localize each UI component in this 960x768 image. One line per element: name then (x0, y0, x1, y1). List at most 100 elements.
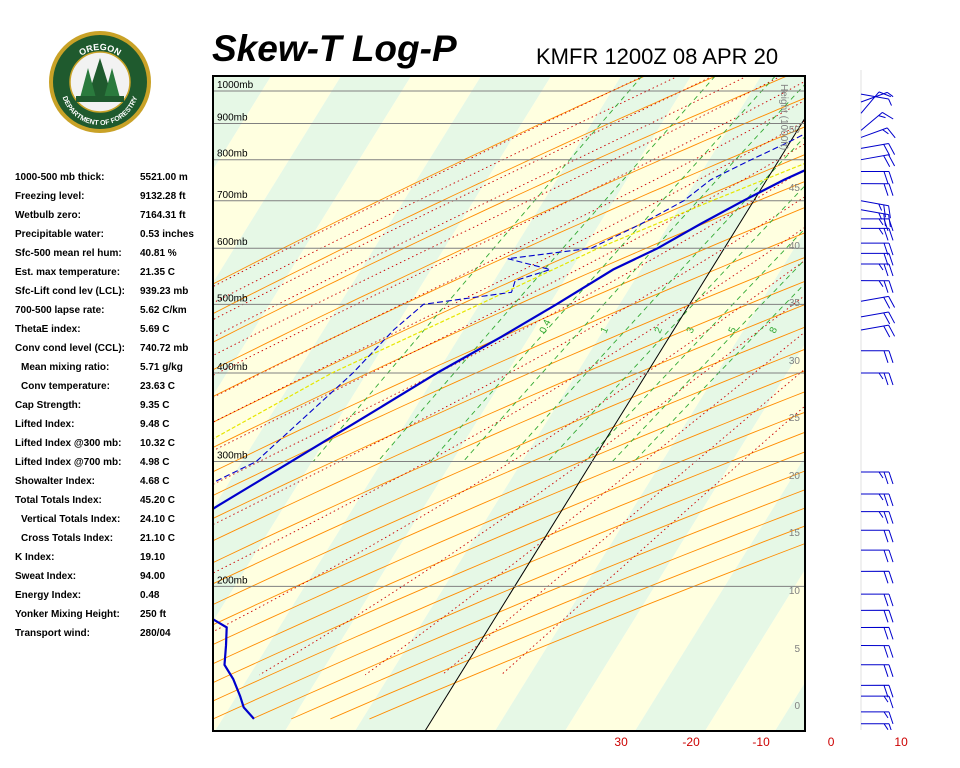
index-row: K Index: 19.10 (15, 548, 215, 567)
wind-barb (860, 695, 894, 709)
index-value: 5521.00 m (140, 172, 188, 183)
temperature-band (213, 76, 622, 731)
index-label: 1000-500 mb thick: (15, 172, 105, 183)
dry-adiabat (213, 126, 805, 398)
index-value: 9132.28 ft (140, 191, 186, 202)
mixing-ratio-label: 1 (599, 325, 612, 335)
dry-adiabat (213, 97, 805, 371)
index-label: Vertical Totals Index: (21, 514, 121, 525)
dry-adiabat (213, 232, 805, 496)
temperature-tick-label: -10 (752, 735, 770, 749)
mixing-ratio-label: 2 (653, 325, 666, 335)
index-row: Vertical Totals Index: 24.10 C (15, 510, 215, 529)
oregon-forestry-logo: OREGON DEPARTMENT OF FORESTRY (49, 31, 151, 133)
dry-adiabat (213, 154, 805, 423)
wind-barb-column (860, 70, 896, 730)
height-tick-label: 30 (789, 356, 801, 367)
pressure-label: 300mb (217, 451, 248, 462)
temperature-band (213, 76, 552, 622)
index-value: 7164.31 ft (140, 210, 186, 221)
dry-adiabat (213, 256, 805, 519)
index-value: 21.10 C (140, 533, 176, 544)
pressure-label: 1000mb (217, 80, 254, 91)
wind-barb (860, 218, 894, 232)
index-row: 700-500 lapse rate: 5.62 C/km (15, 301, 215, 320)
index-row: ThetaE index: 5.69 C (15, 320, 215, 339)
dry-adiabat (213, 76, 788, 343)
dry-adiabat (213, 348, 805, 606)
height-tick-label: 40 (789, 241, 801, 252)
wind-barb (860, 511, 894, 524)
wind-barb (860, 170, 894, 184)
index-label: K Index: (15, 552, 55, 563)
height-tick-label: 25 (789, 413, 801, 424)
dry-adiabat (213, 431, 805, 684)
wind-barb (860, 493, 894, 507)
index-label: Freezing level: (15, 191, 85, 202)
index-row: Est. max temperature: 21.35 C (15, 263, 215, 282)
index-label: Wetbulb zero: (15, 210, 81, 221)
wind-barb (860, 549, 894, 563)
index-value: 23.63 C (140, 381, 176, 392)
temperature-tick-label: 10 (894, 735, 908, 749)
index-label: Sweat Index: (15, 571, 77, 582)
svg-text:OREGON: OREGON (77, 42, 123, 58)
wind-barb (860, 645, 894, 658)
temperature-band (213, 76, 272, 170)
logo-text-top: OREGON (77, 42, 123, 58)
wind-barb (860, 723, 892, 730)
mixing-ratio-line (505, 135, 805, 462)
dry-adiabat (213, 76, 717, 315)
wind-barb (860, 664, 894, 677)
index-value: 19.10 (140, 552, 166, 563)
index-row: Energy Index: 0.48 (15, 586, 215, 605)
index-value: 5.69 C (140, 324, 170, 335)
dry-adiabat (213, 280, 805, 542)
temperature-band (215, 76, 692, 731)
wind-barb (860, 143, 896, 156)
height-tick-label: 5 (794, 644, 800, 655)
wind-barb (860, 529, 894, 543)
index-value: 0.53 inches (140, 229, 194, 240)
wind-barb (860, 570, 894, 584)
temperature-tick-label: -20 (682, 735, 700, 749)
dewpoint-trace (213, 133, 805, 484)
wind-barb (860, 295, 896, 309)
index-value: 280/04 (140, 628, 171, 639)
pressure-label: 400mb (217, 362, 248, 373)
index-row: Lifted Index @300 mb: 10.32 C (15, 434, 215, 453)
wind-barb (860, 324, 896, 338)
pressure-label: 500mb (217, 293, 248, 304)
height-tick-label: 20 (789, 471, 801, 482)
height-tick-label: 45 (789, 183, 801, 194)
dry-adiabat (213, 370, 805, 626)
index-row: Transport wind: 280/04 (15, 624, 215, 643)
mixing-ratio-line (462, 83, 805, 462)
height-tick-label: 35 (789, 298, 801, 309)
temperature-band (0, 76, 61, 731)
wind-barb (860, 227, 894, 241)
wind-barb (860, 471, 894, 485)
mixing-ratio-label: 0.4 (538, 318, 554, 336)
index-label: Cap Strength: (15, 400, 82, 411)
index-value: 0.48 (140, 590, 160, 601)
wind-barb (860, 711, 894, 725)
index-row: Showalter Index: 4.68 C (15, 472, 215, 491)
wind-barb (860, 200, 891, 219)
mixing-ratio-line (633, 282, 805, 462)
dry-adiabat (213, 470, 805, 720)
index-row: Total Totals Index: 45.20 C (15, 491, 215, 510)
index-value: 740.72 mb (140, 343, 189, 354)
index-label: Conv temperature: (21, 381, 110, 392)
index-label: Total Totals Index: (15, 495, 102, 506)
height-tick-label: 15 (789, 528, 801, 539)
index-row: Cap Strength: 9.35 C (15, 396, 215, 415)
index-value: 24.10 C (140, 514, 176, 525)
wind-barb (860, 91, 891, 114)
index-label: 700-500 lapse rate: (15, 305, 105, 316)
index-label: Cross Totals Index: (21, 533, 114, 544)
index-value: 94.00 (140, 571, 166, 582)
index-label: Sfc-500 mean rel hum: (15, 248, 122, 259)
plot-area (0, 76, 805, 731)
